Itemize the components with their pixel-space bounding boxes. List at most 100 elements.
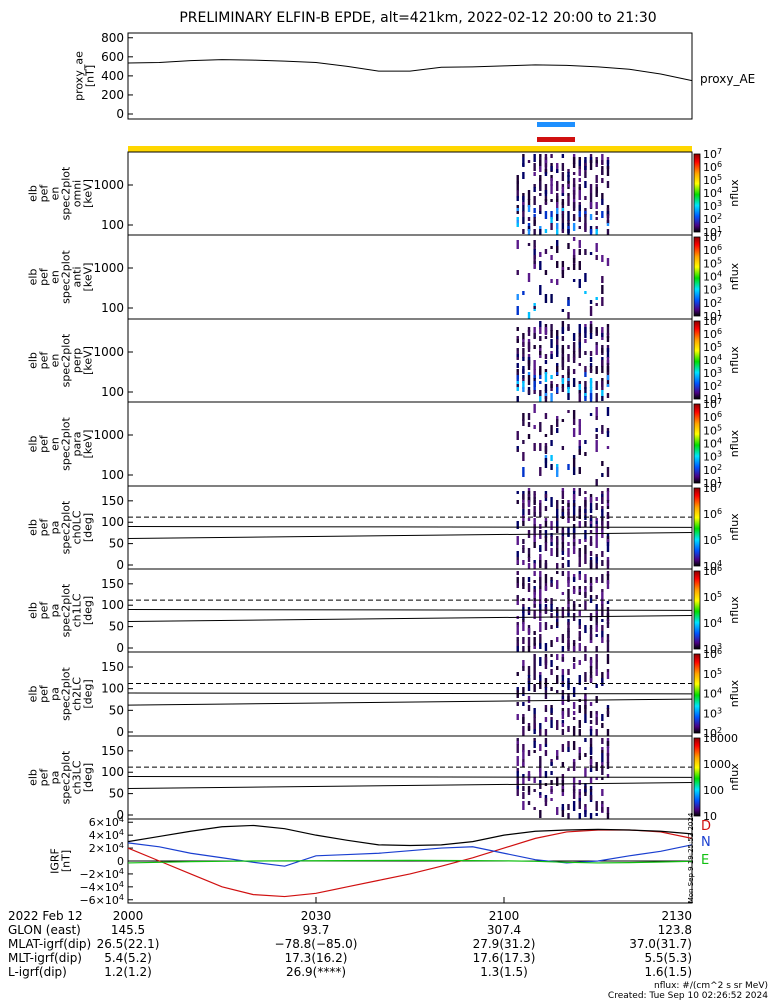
panel-ch3lc-pixel: [589, 789, 593, 792]
panel-ch1lc-pixel: [567, 571, 570, 581]
colorbar-omni-tick-base: 10: [703, 174, 717, 187]
panel-ch1lc-pixel: [584, 580, 587, 583]
panel-ch0lc-pixel: [544, 494, 548, 498]
footer-cell: 5.5(5.3): [644, 951, 692, 965]
igrf-ytick-label: −4×104: [79, 880, 124, 894]
panel-omni: 1000100elbpefenspec2plotomni[keV]1071061…: [27, 147, 742, 239]
colorbar-ch2lc-tick-exp: 2: [717, 726, 722, 735]
panel-ch0lc-pixel: [584, 500, 587, 507]
panel-omni-pixel: [589, 160, 593, 170]
panel-ch3lc-pixel: [527, 792, 531, 795]
panel-omni-pixel: [527, 229, 531, 238]
footer-cell: 307.4: [487, 923, 521, 937]
panel-omni-pixel: [561, 223, 565, 231]
panel-omni-pixel: [595, 229, 598, 236]
panel-ch0lc-pixel: [567, 512, 570, 520]
colorbar-omni-tick: 104: [703, 186, 722, 200]
panel-omni-pixel: [606, 223, 610, 226]
panel-ch0lc-pixel: [516, 551, 519, 557]
panel-ch3lc-line-upper: [127, 776, 693, 778]
panel-para-pixel: [522, 467, 525, 477]
panel-ch2lc-pixel: [544, 729, 548, 739]
panel-para-pixel: [522, 413, 525, 421]
igrf-series-d-line: [127, 829, 693, 898]
panel-ch2lc-pixel: [595, 669, 598, 676]
panel-omni-pixel: [601, 178, 604, 183]
panel-ch1lc-pixel: [567, 613, 570, 617]
panel-perp-pixel: [533, 375, 536, 379]
panel-omni-pixel: [556, 223, 559, 229]
panel-para-pixel: [584, 440, 587, 444]
panel-ch1lc-pixel: [539, 637, 542, 646]
panel-omni-pixel: [584, 181, 587, 188]
panel-ch1lc-pixel: [567, 580, 570, 587]
panel-ch2lc-pixel: [533, 714, 536, 718]
panel-ch1lc-pixel: [601, 637, 604, 643]
panel-anti-pixel: [572, 258, 576, 263]
panel-para-pixel: [601, 425, 604, 432]
panel-para-ylabel-line: elb: [27, 436, 40, 453]
panel-perp-pixel: [550, 330, 553, 338]
panel-ch2lc-pixel: [544, 687, 548, 690]
panel-ch3lc-pixel: [601, 807, 604, 812]
panel-ch0lc-pixel: [572, 542, 576, 546]
panel-omni-pixel: [533, 196, 536, 205]
panel-ch3lc-pixel: [567, 813, 570, 821]
panel-ch1lc-pixel: [606, 622, 610, 628]
panel-ch2lc-pixel: [601, 672, 604, 682]
panel-omni-pixel: [601, 199, 604, 205]
colorbar-para-tick-exp: 3: [717, 450, 722, 459]
colorbar-omni-tick-exp: 2: [717, 212, 722, 221]
panel-ch2lc-line-upper: [127, 692, 693, 695]
igrf-ytick-label: 4×104: [89, 828, 124, 842]
panel-omni-pixel: [584, 166, 587, 170]
panel-ch1lc-pixel: [572, 607, 576, 611]
panel-ch3lc-ytick-label: 50: [109, 787, 124, 801]
panel-perp-pixel: [578, 390, 581, 394]
footer-cell: 26.5(22.1): [97, 937, 160, 951]
colorbar-perp-tick-base: 10: [703, 328, 717, 341]
colorbar-para-tick-exp: 1: [717, 476, 722, 485]
colorbar-para-tick-exp: 5: [717, 423, 722, 432]
panel-para-pixel: [539, 467, 542, 476]
panel-perp-pixel: [533, 360, 536, 370]
panel-ch0lc-pixel: [606, 503, 610, 506]
panel-ch0lc-pixel: [606, 506, 610, 509]
igrf-ytick-label-coef: −4×: [79, 881, 104, 894]
panel-ch1lc-pixel: [544, 574, 548, 583]
panel-anti-pixel: [539, 261, 542, 270]
panel-ch2lc-pixel: [606, 672, 610, 679]
panel-ch3lc-pixel: [572, 777, 576, 787]
panel-ch3lc-pixel: [550, 789, 553, 792]
panel-ch3lc-pixel: [527, 801, 531, 805]
panel-anti-ylabel-line: [keV]: [82, 263, 95, 292]
panel-ch3lc-ylabel-line: ch3LC: [71, 760, 84, 794]
colorbar-omni-tick-exp: 6: [717, 160, 722, 169]
panel-ch1lc-pixel: [522, 646, 525, 654]
panel-omni-ylabel-line: [keV]: [82, 179, 95, 208]
panel-ch0lc-ylabel-line: pa: [49, 521, 62, 535]
panel-ch0lc-pixel: [589, 542, 593, 545]
panel-perp-pixel: [539, 321, 542, 329]
panel-ch2lc-pixel: [595, 696, 598, 703]
panel-perp-pixel: [516, 372, 519, 377]
igrf-ytick-label: −6×104: [79, 893, 124, 907]
panel-ch0lc-pixel: [522, 545, 525, 549]
panel-perp-pixel: [589, 378, 593, 383]
panel-perp-pixel: [539, 351, 542, 355]
panel-perp-pixel: [544, 327, 548, 332]
igrf-ytick-label-coef: −6×: [79, 894, 104, 907]
panel-perp-pixel: [550, 393, 553, 402]
colorbar-ch2lc-bar: [693, 653, 701, 734]
orbit-footer: 2022 Feb 12 2000 2030 2100 2130 GLON (east) 14…: [8, 909, 768, 1000]
panel-ch3lc-pixel: [556, 807, 559, 810]
panel-ch1lc-pixel: [550, 604, 553, 612]
colorbar-ch0lc-tick-base: 10: [703, 508, 717, 521]
colorbar-perp-tick-base: 10: [703, 367, 717, 380]
colorbar-omni-tick: 101: [703, 225, 722, 239]
panel-ch3lc-pixel: [539, 783, 542, 789]
panel-ch3lc-pixel: [606, 753, 610, 763]
panel-perp-pixel: [556, 336, 559, 340]
panel-ch1lc-pixel: [606, 580, 610, 589]
panel-ch2lc-pixel: [527, 666, 531, 676]
